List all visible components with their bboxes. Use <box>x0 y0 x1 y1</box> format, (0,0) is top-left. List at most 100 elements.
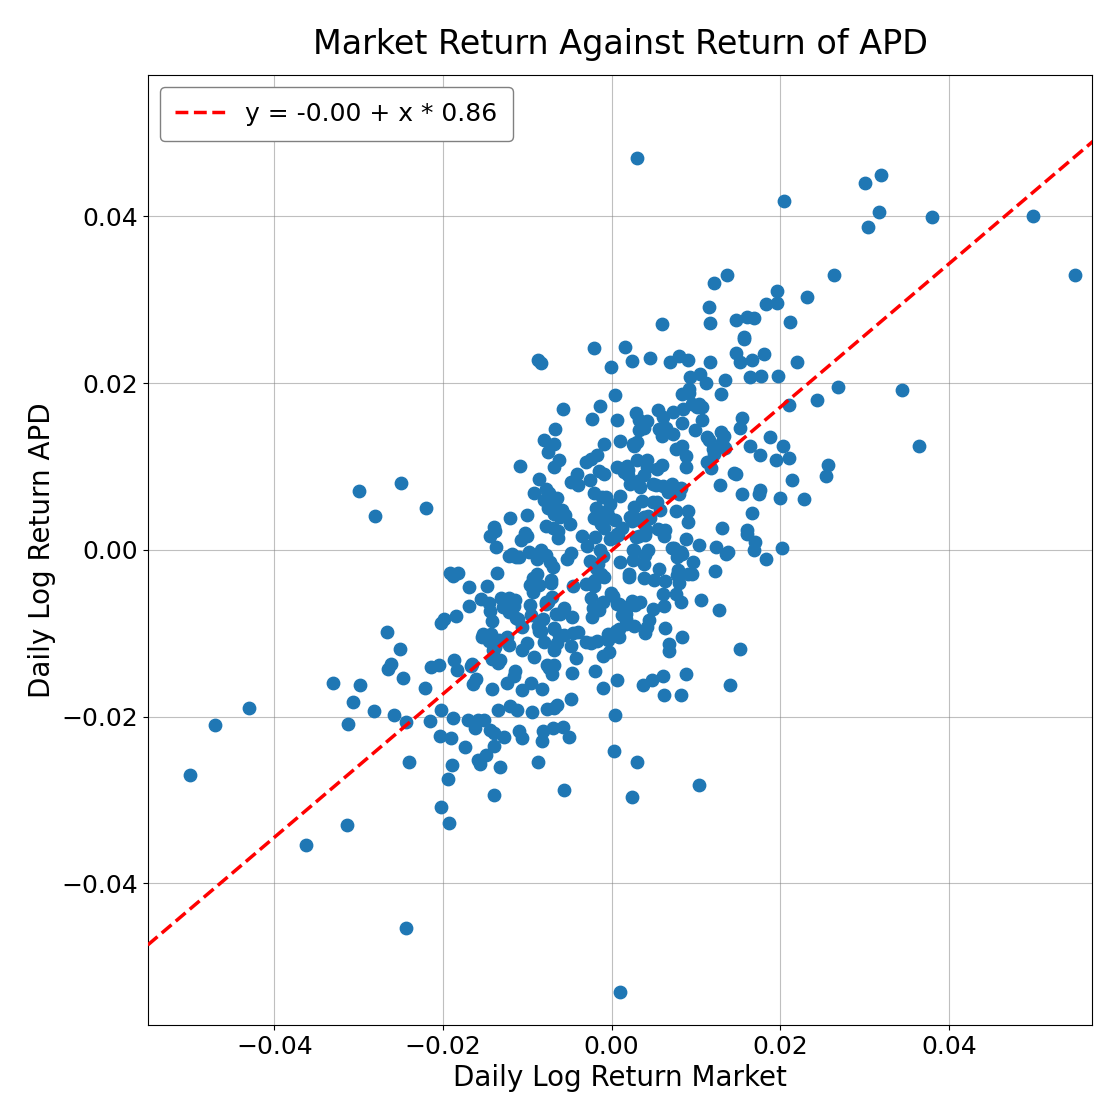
Point <box>444 567 461 585</box>
Point <box>478 577 496 595</box>
Point <box>617 606 635 624</box>
Point <box>638 507 656 525</box>
Point <box>549 634 567 652</box>
Point <box>734 485 752 503</box>
Point <box>590 461 608 479</box>
Point <box>513 642 531 660</box>
Point <box>517 506 535 524</box>
Point <box>745 541 763 559</box>
Point <box>668 566 685 584</box>
Point <box>482 625 500 643</box>
Point <box>533 732 551 750</box>
Point <box>624 551 642 569</box>
Point <box>767 451 785 469</box>
Point <box>456 738 474 756</box>
Point <box>673 437 691 455</box>
Point <box>894 381 912 399</box>
Point <box>544 458 562 476</box>
Point <box>625 541 643 559</box>
Point <box>624 512 642 530</box>
Point <box>351 676 368 694</box>
Point <box>549 529 567 547</box>
Point <box>598 503 616 521</box>
Point <box>513 618 531 636</box>
Point <box>651 560 669 578</box>
Point <box>655 685 673 703</box>
Point <box>592 564 610 582</box>
Point <box>859 218 877 236</box>
Point <box>627 528 645 545</box>
Point <box>547 605 564 623</box>
Point <box>740 437 758 455</box>
Point <box>755 345 773 363</box>
Legend: y = -0.00 + x * 0.86: y = -0.00 + x * 0.86 <box>160 87 513 141</box>
Point <box>494 598 512 616</box>
Point <box>382 655 400 673</box>
Point <box>464 655 482 673</box>
Point <box>560 728 578 746</box>
Point <box>538 656 556 674</box>
Point <box>660 635 678 653</box>
Point <box>589 556 607 573</box>
Point <box>549 489 567 507</box>
Point <box>569 623 587 641</box>
Point <box>562 690 580 708</box>
Point <box>757 550 775 568</box>
Point <box>628 754 646 772</box>
Point <box>656 522 674 540</box>
Point <box>613 606 631 624</box>
Point <box>690 394 708 412</box>
Point <box>609 526 627 544</box>
Point <box>510 549 528 567</box>
Point <box>699 428 717 446</box>
Point <box>617 610 635 628</box>
Point <box>595 568 613 586</box>
Point <box>808 391 825 409</box>
Point <box>486 523 504 541</box>
Point <box>524 569 542 587</box>
Point <box>656 572 674 590</box>
Point <box>448 661 466 679</box>
Point <box>619 466 637 484</box>
Point <box>628 450 646 468</box>
Point <box>523 573 541 591</box>
Point <box>607 622 625 640</box>
Point <box>656 419 674 437</box>
Point <box>672 592 690 610</box>
Point <box>530 617 548 635</box>
Point <box>485 519 503 536</box>
Point <box>646 476 664 494</box>
Point <box>738 308 756 326</box>
Point <box>594 647 612 665</box>
Point <box>532 354 550 372</box>
Point <box>636 525 654 543</box>
Point <box>622 508 640 526</box>
Point <box>507 701 525 719</box>
Point <box>480 528 498 545</box>
Point <box>721 676 739 694</box>
Point <box>799 288 816 306</box>
Point <box>523 674 541 692</box>
Point <box>625 497 643 515</box>
Point <box>608 525 626 543</box>
Point <box>700 430 718 448</box>
Point <box>487 538 505 556</box>
Point <box>628 473 646 491</box>
Point <box>447 607 465 625</box>
Y-axis label: Daily Log Return APD: Daily Log Return APD <box>28 402 56 698</box>
Point <box>623 787 641 805</box>
Point <box>608 458 626 476</box>
Point <box>511 457 529 475</box>
Point <box>562 664 580 682</box>
Point <box>339 716 357 734</box>
Point <box>550 522 568 540</box>
Point <box>538 545 556 563</box>
Point <box>421 712 439 730</box>
Point <box>556 599 573 617</box>
Point <box>465 675 483 693</box>
Point <box>535 431 553 449</box>
Point <box>535 491 553 508</box>
Point <box>1066 265 1084 283</box>
Point <box>731 353 749 371</box>
Point <box>692 411 710 429</box>
